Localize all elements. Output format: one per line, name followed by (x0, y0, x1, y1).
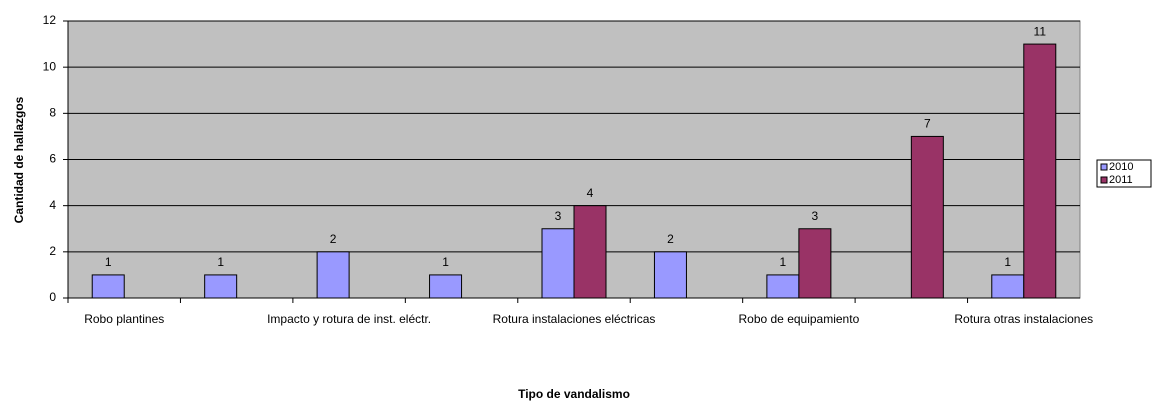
bar (316, 251, 350, 299)
x-tick-label: Impacto y rotura de inst. eléctr. (267, 312, 432, 326)
y-tick-label: 10 (43, 59, 57, 73)
bar (798, 228, 832, 299)
bar (429, 274, 463, 299)
bar (91, 274, 125, 299)
data-label: 1 (217, 255, 224, 269)
data-label: 11 (1034, 24, 1047, 38)
bar (910, 135, 944, 299)
y-tick-label: 6 (49, 152, 56, 166)
y-tick-label: 2 (49, 244, 56, 258)
data-label: 2 (330, 232, 337, 246)
legend-label: 2011 (1109, 174, 1133, 186)
y-tick-label: 4 (49, 198, 56, 212)
y-tick-label: 8 (49, 106, 56, 120)
data-label: 4 (587, 186, 594, 200)
data-label: 1 (780, 255, 787, 269)
legend-swatch (1100, 163, 1108, 171)
bar (991, 274, 1025, 299)
x-tick-label: Robo de equipamiento (738, 312, 860, 326)
data-label: 2 (667, 232, 674, 246)
x-tick-label: Rotura otras instalaciones (954, 312, 1094, 326)
data-label: 1 (442, 255, 449, 269)
bar (1023, 43, 1057, 299)
y-tick-label: 12 (43, 13, 57, 27)
bar (204, 274, 238, 299)
bar (573, 205, 607, 299)
bar (541, 228, 575, 299)
data-label: 1 (105, 255, 112, 269)
data-label: 1 (1004, 255, 1011, 269)
data-label: 3 (555, 209, 562, 223)
data-label: 3 (812, 209, 819, 223)
y-axis-title: Cantidad de hallazgos (12, 96, 26, 223)
bar (766, 274, 800, 299)
legend-label: 2010 (1109, 161, 1133, 173)
bar (653, 251, 687, 299)
legend-swatch (1100, 176, 1108, 184)
x-tick-label: Robo plantines (84, 312, 165, 326)
y-tick-label: 0 (49, 290, 56, 304)
data-label: 7 (924, 117, 931, 131)
x-axis-title: Tipo de vandalismo (518, 387, 630, 401)
x-tick-label: Rotura instalaciones eléctricas (492, 312, 656, 326)
